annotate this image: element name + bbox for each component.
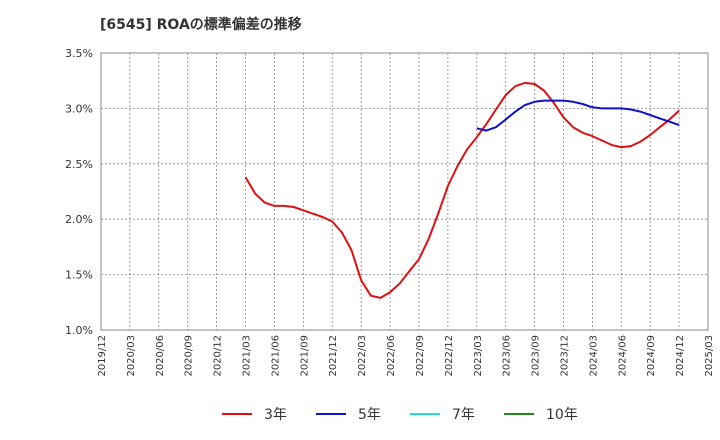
legend-item: 10年 [504,407,578,423]
series-line-5年 [476,99,680,132]
x-tick-label: 2024/09 [646,335,657,377]
x-tick-label: 2022/09 [415,335,426,377]
x-tick-label: 2020/03 [126,335,137,377]
y-tick-label: 1.5% [65,269,93,282]
legend-label: 10年 [546,407,578,423]
x-tick-label: 2020/09 [184,335,195,377]
x-tick-label: 2024/12 [675,335,686,377]
x-tick-label: 2020/12 [213,335,224,377]
y-tick-label: 3.0% [65,102,93,115]
x-tick-label: 2024/06 [617,335,628,377]
legend-item: 5年 [316,407,381,423]
series-line-3年 [244,81,680,299]
x-tick-label: 2022/06 [386,335,397,377]
x-tick-label: 2021/12 [328,335,339,377]
legend-item: 7年 [410,407,475,423]
y-tick-label: 3.5% [65,47,93,60]
x-tick-label: 2024/03 [588,335,599,377]
x-tick-label: 2021/03 [242,335,253,377]
y-tick-label: 1.0% [65,324,93,337]
x-tick-label: 2022/03 [357,335,368,377]
legend-label: 5年 [358,407,381,423]
y-tick-label: 2.5% [65,158,93,171]
x-tick-label: 2019/12 [97,335,108,377]
x-tick-label: 2020/06 [155,335,166,377]
y-axis: 1.0% 1.5% 2.0% 2.5% 3.0% 3.5% [65,47,93,337]
x-tick-label: 2023/09 [531,335,542,377]
y-tick-label: 2.0% [65,213,93,226]
legend: 3年 5年 7年 10年 [222,407,578,423]
x-axis: 2019/12 2020/03 2020/06 2020/09 2020/12 2021/… [97,335,715,377]
x-tick-label: 2021/06 [270,335,281,377]
chart-title: [6545] ROAの標準偏差の推移 [100,16,302,33]
x-tick-label: 2023/03 [473,335,484,377]
plot-area [100,52,709,331]
x-tick-label: 2025/03 [704,335,715,377]
series-lines [244,81,680,299]
legend-label: 7年 [452,407,475,423]
x-tick-label: 2022/12 [444,335,455,377]
legend-label: 3年 [264,407,287,423]
x-tick-label: 2023/12 [559,335,570,377]
x-tick-label: 2023/06 [502,335,513,377]
x-tick-label: 2021/09 [299,335,310,377]
legend-item: 3年 [222,407,287,423]
